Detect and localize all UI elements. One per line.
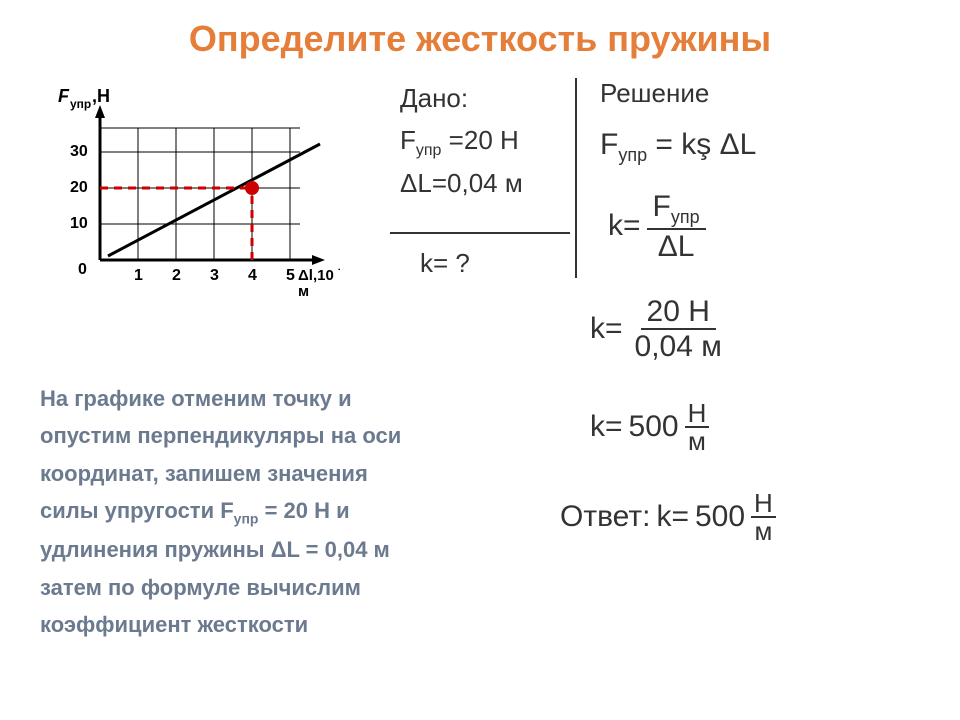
given-delta-l: ΔL=0,04 м — [400, 163, 580, 205]
svg-text:1: 1 — [134, 267, 143, 284]
answer-line: Ответ: k= 500 Н м — [560, 490, 776, 544]
svg-text:упр: упр — [70, 97, 91, 111]
formula-hooke: Fупр = kş ΔL — [600, 128, 756, 166]
svg-text:F: F — [58, 86, 70, 106]
find-label: k= ? — [420, 248, 470, 279]
spring-chart: F упр ,Н 30 20 10 0 1 2 3 4 5 Δl,10 -2 м — [40, 80, 340, 300]
svg-text:4: 4 — [248, 267, 257, 284]
page-title: Определите жесткость пружины — [0, 18, 960, 60]
svg-text:2: 2 — [172, 267, 181, 284]
given-force: Fупр =20 Н — [400, 120, 580, 164]
svg-text:3: 3 — [210, 267, 219, 284]
formula-k-result: k= 500 Н м — [590, 400, 709, 454]
svg-text:5: 5 — [286, 267, 295, 284]
svg-text:Δl,10: Δl,10 — [298, 267, 334, 284]
given-block: Дано: Fупр =20 Н ΔL=0,04 м — [400, 78, 580, 205]
svg-text:10: 10 — [70, 215, 88, 232]
solution-label: Решение — [600, 78, 709, 109]
svg-text:-2: -2 — [338, 264, 340, 275]
svg-text:30: 30 — [70, 143, 88, 160]
svg-text:,Н: ,Н — [92, 86, 110, 106]
solution-divider — [575, 78, 577, 278]
given-divider — [390, 232, 570, 234]
formula-k-numeric: k= 20 Н 0,04 м — [590, 295, 728, 363]
svg-text:20: 20 — [70, 179, 88, 196]
explanation-text: На графике отменим точку и опустим перпе… — [40, 380, 520, 644]
svg-text:0: 0 — [78, 261, 87, 278]
svg-text:м: м — [298, 283, 309, 300]
formula-k-symbolic: k= Fупр ΔL — [608, 190, 706, 263]
given-label: Дано: — [400, 78, 580, 120]
